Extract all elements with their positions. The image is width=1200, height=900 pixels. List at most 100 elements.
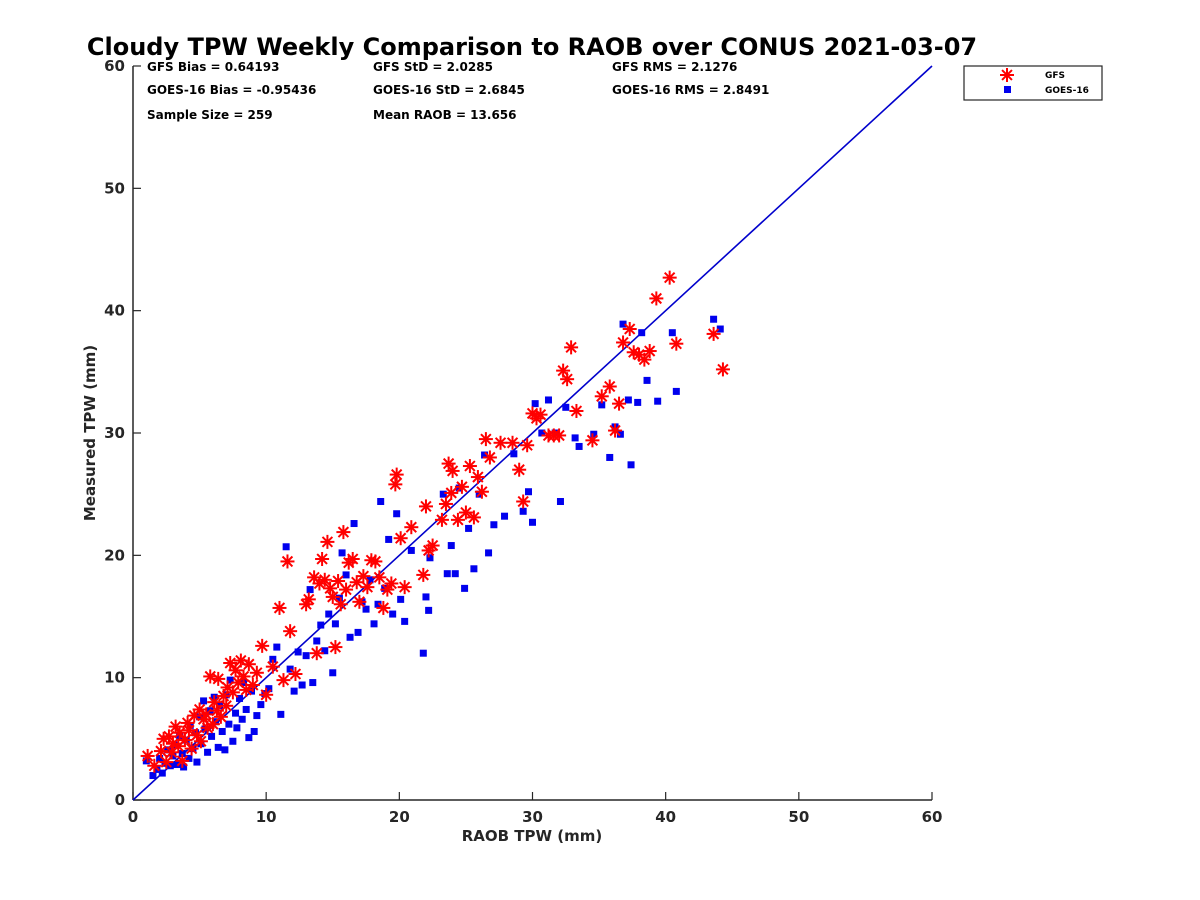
gfs-point — [181, 723, 196, 738]
goes-16-point — [273, 643, 281, 651]
gfs-point — [193, 734, 208, 749]
goes-16-point — [455, 484, 463, 492]
goes-16-point — [222, 691, 230, 699]
goes-16-point — [180, 763, 188, 771]
goes-16-point — [624, 396, 632, 404]
goes-16-point — [346, 633, 354, 641]
goes-16-point — [397, 595, 405, 603]
goes-std-stat: GOES-16 StD = 2.6845 — [373, 83, 525, 97]
goes-16-point — [525, 488, 533, 496]
goes-16-point — [465, 524, 473, 532]
gfs-point — [223, 655, 238, 670]
gfs-point — [594, 389, 609, 404]
x-tick-label: 60 — [922, 808, 943, 826]
gfs-point — [236, 669, 251, 684]
one-to-one-reference-line — [132, 65, 933, 801]
gfs-point — [444, 485, 459, 500]
mean-raob-stat: Mean RAOB = 13.656 — [373, 108, 517, 122]
gfs-point — [280, 554, 295, 569]
goes-16-point — [389, 610, 397, 618]
gfs-point — [462, 459, 477, 474]
goes-16-point — [643, 376, 651, 384]
goes-16-point — [556, 498, 564, 506]
gfs-point — [445, 463, 460, 478]
gfs-point — [388, 477, 403, 492]
goes-16-point — [668, 329, 676, 337]
goes-16-point — [321, 647, 329, 655]
gfs-point — [368, 554, 383, 569]
goes-bias-stat: GOES-16 Bias = -0.95436 — [147, 83, 316, 97]
gfs-point — [159, 755, 174, 770]
goes-16-point — [204, 748, 212, 756]
goes-16-point — [185, 754, 193, 762]
legend: GFS GOES-16 — [963, 65, 1103, 101]
stats-block: GFS Bias = 0.64193 GFS StD = 2.0285 GFS … — [147, 60, 769, 122]
gfs-point — [199, 707, 214, 722]
gfs-point — [177, 733, 192, 748]
goes-16-point — [716, 325, 724, 333]
goes-16-point — [401, 617, 409, 625]
goes-16-point — [178, 750, 186, 758]
goes-16-point — [407, 546, 415, 554]
gfs-rms-stat: GFS RMS = 2.1276 — [612, 60, 737, 74]
gfs-point — [533, 407, 548, 422]
gfs-point — [328, 640, 343, 655]
goes-16-point — [253, 712, 261, 720]
gfs-point — [706, 326, 721, 341]
goes-16-point — [422, 593, 430, 601]
gfs-point — [172, 725, 187, 740]
y-tick-label: 40 — [104, 302, 125, 320]
legend-gfs-marker — [1000, 68, 1014, 82]
x-tick-label: 40 — [655, 808, 676, 826]
gfs-point — [642, 344, 657, 359]
x-axis-ticks: 0 10 20 30 40 50 60 — [128, 792, 943, 826]
goes-16-point — [619, 320, 627, 328]
y-tick-label: 0 — [115, 791, 125, 809]
gfs-std-stat: GFS StD = 2.0285 — [373, 60, 493, 74]
goes-16-point — [654, 397, 662, 405]
gfs-point — [317, 572, 332, 587]
gfs-point — [637, 352, 652, 367]
gfs-point — [438, 496, 453, 511]
legend-gfs-label: GFS — [1045, 71, 1065, 81]
gfs-point — [669, 336, 684, 351]
goes-16-point — [519, 507, 527, 515]
goes-16-point — [225, 720, 233, 728]
gfs-point — [418, 499, 433, 514]
goes-16-point — [538, 429, 546, 437]
gfs-point — [265, 659, 280, 674]
gfs-point — [372, 570, 387, 585]
goes-16-point — [302, 652, 310, 660]
gfs-point — [569, 403, 584, 418]
gfs-point — [225, 685, 240, 700]
goes-16-point — [590, 430, 598, 438]
gfs-point — [309, 646, 324, 661]
goes-16-point — [317, 621, 325, 629]
goes-16-point — [164, 746, 172, 754]
goes-16-point — [425, 606, 433, 614]
goes-16-point — [419, 649, 427, 657]
goes-16-point — [385, 535, 393, 543]
gfs-point — [356, 569, 371, 584]
goes-16-point — [313, 637, 321, 645]
gfs-point — [552, 428, 567, 443]
goes-16-point — [156, 754, 164, 762]
goes-16-point — [214, 743, 222, 751]
gfs-point — [466, 510, 481, 525]
goes-16-point — [196, 713, 204, 721]
gfs-point — [397, 580, 412, 595]
gfs-point — [474, 484, 489, 499]
gfs-point — [493, 435, 508, 450]
goes-16-point — [510, 450, 518, 458]
goes-16-point — [485, 549, 493, 557]
x-tick-label: 10 — [256, 808, 277, 826]
gfs-point — [458, 505, 473, 520]
goes-16-point — [366, 576, 374, 584]
goes-16-point — [232, 709, 240, 717]
gfs-point — [602, 379, 617, 394]
goes-16-point — [269, 655, 277, 663]
gfs-point — [608, 423, 623, 438]
goes-16-point — [606, 453, 614, 461]
x-tick-label: 20 — [389, 808, 410, 826]
goes-16-point — [226, 676, 234, 684]
